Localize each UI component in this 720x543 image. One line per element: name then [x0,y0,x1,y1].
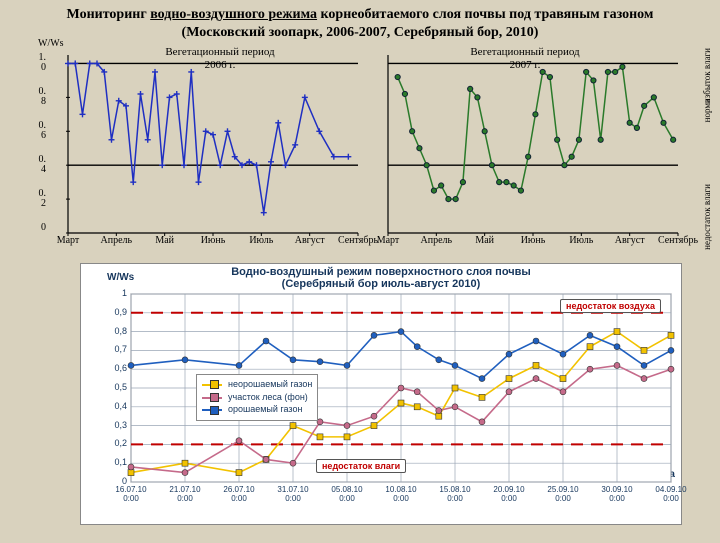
bottom-xtick: 16.07.100:00 [108,486,154,504]
legend: неорошаемый газонучасток леса (фон)ороша… [196,374,318,421]
side-label: избыток влаги [702,48,712,103]
xtick: Май [142,236,188,246]
legend-item: орошаемый газон [202,404,312,416]
bottom-ytick: 1 [99,288,127,298]
page-title: Мониторинг водно-воздушного режима корне… [0,0,720,43]
upper-svg [0,43,720,263]
xtick: Март [45,236,91,246]
bottom-xtick: 15.08.100:00 [432,486,478,504]
xtick: Сентябрь [655,236,701,246]
bottom-ytick: 0,8 [99,326,127,336]
ytick: 0. 2 [28,189,46,209]
bottom-xtick: 21.07.100:00 [162,486,208,504]
bottom-ytick: 0,9 [99,307,127,317]
bottom-ytick: 0,1 [99,457,127,467]
title-underline: водно-воздушного режима [150,7,317,22]
ytick: 0. 8 [28,87,46,107]
ytick: 0 [28,223,46,233]
bottom-xtick: 31.07.100:00 [270,486,316,504]
bottom-ytick: 0,6 [99,363,127,373]
xtick: Апрель [413,236,459,246]
xtick: Август [287,236,333,246]
bottom-panel: Водно-воздушный режим поверхностного сло… [80,263,682,525]
bottom-xtick: 10.08.100:00 [378,486,424,504]
bottom-ytick: 0,3 [99,420,127,430]
ytick: 1. 0 [28,53,46,73]
upper-charts: W/Ws Вегетационный период2006 г. Вегетац… [0,43,720,263]
bottom-ytick: 0,7 [99,344,127,354]
xtick: Июль [238,236,284,246]
xtick: Май [462,236,508,246]
callout-moisture: недостаток влаги [316,459,406,473]
bottom-ytick: 0,5 [99,382,127,392]
xtick: Апрель [93,236,139,246]
xtick: Июнь [190,236,236,246]
xtick: Июль [558,236,604,246]
legend-item: неорошаемый газон [202,379,312,391]
xtick: Март [365,236,411,246]
callout-air: недостаток воздуха [560,299,661,313]
bottom-ytick: 0,2 [99,438,127,448]
bottom-xtick: 20.09.100:00 [486,486,532,504]
xtick: Июнь [510,236,556,246]
ytick: 0. 4 [28,155,46,175]
ytick: 0. 6 [28,121,46,141]
title-pre: Мониторинг [67,7,151,22]
bottom-xtick: 26.07.100:00 [216,486,262,504]
bottom-xtick: 25.09.100:00 [540,486,586,504]
bottom-xtick: 30.09.100:00 [594,486,640,504]
xtick: Август [607,236,653,246]
side-label: недостаток влаги [702,184,712,250]
bottom-xtick: 05.08.100:00 [324,486,370,504]
bottom-xtick: 04.09.100:00 [648,486,694,504]
legend-item: участок леса (фон) [202,392,312,404]
lower-chart: Водно-воздушный режим поверхностного сло… [0,263,720,543]
bottom-ytick: 0,4 [99,401,127,411]
